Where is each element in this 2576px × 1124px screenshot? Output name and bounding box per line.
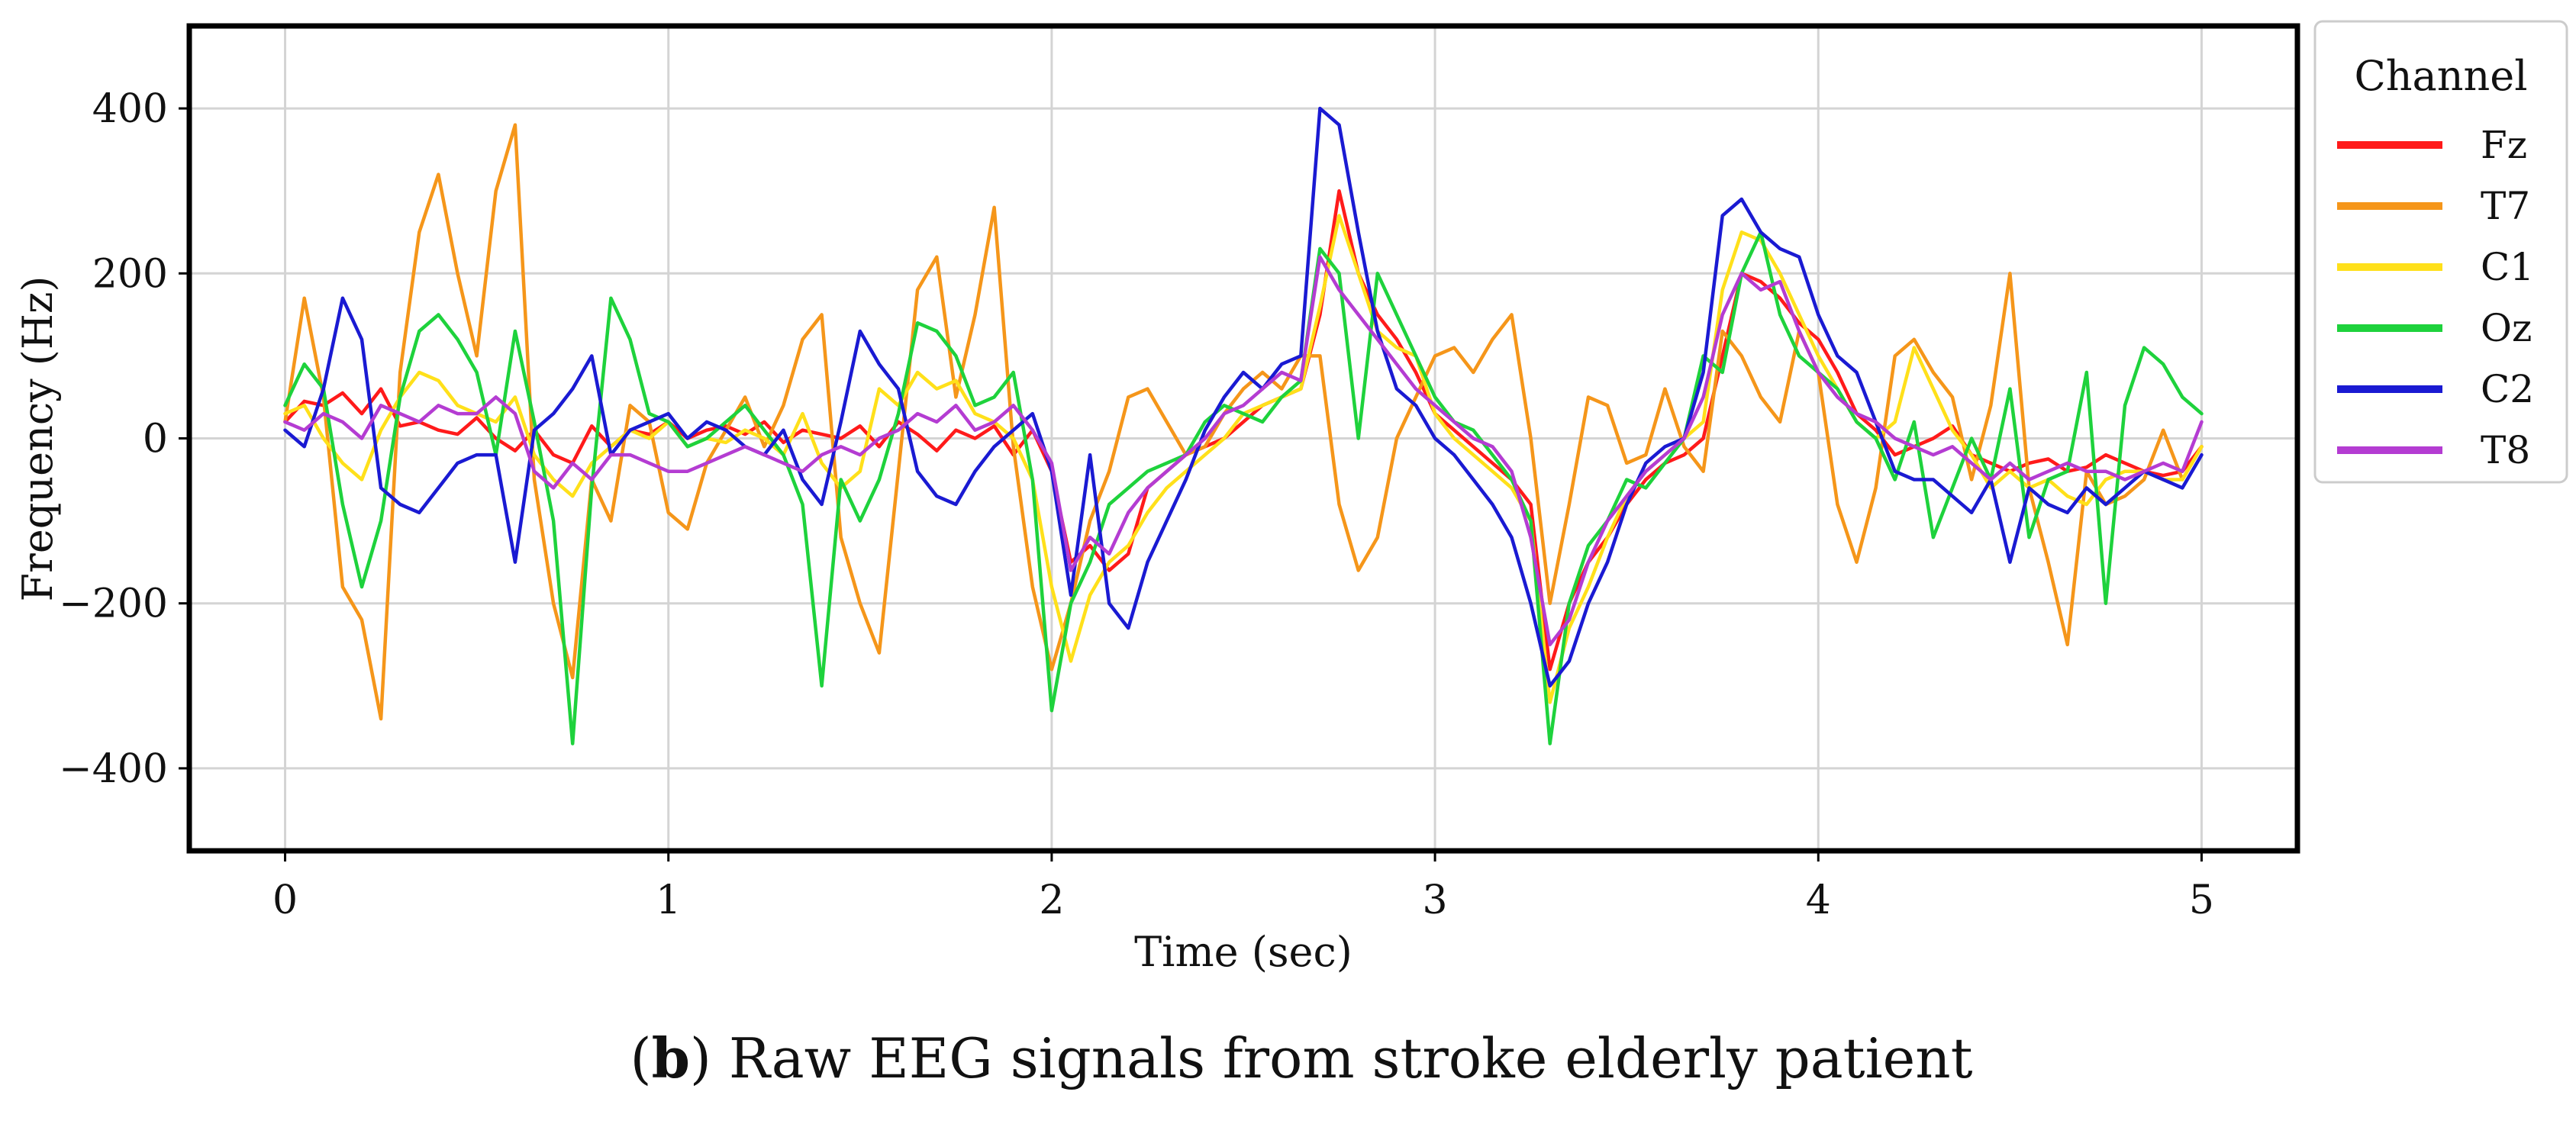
y-axis-title: Frequency (Hz): [14, 276, 62, 602]
x-tick-label: 5: [2189, 878, 2214, 923]
legend-label-t8: T8: [2481, 428, 2530, 472]
y-tick-label: 400: [92, 86, 168, 132]
series-line-t7: [283, 123, 2204, 721]
y-tick-label: 200: [92, 251, 168, 297]
y-axis-ticks: 400 200 0 −200 −400: [59, 86, 189, 792]
grid-lines: [189, 26, 2297, 851]
x-tick-label: 0: [272, 878, 298, 923]
series-line-t8: [283, 255, 2204, 647]
legend-label-c2: C2: [2481, 367, 2534, 411]
legend-title: Channel: [2354, 52, 2527, 100]
legend-items: Fz T7 C1 Oz C2 T8: [2337, 123, 2534, 472]
legend: Channel Fz T7 C1 Oz C2 T8: [2313, 20, 2568, 484]
legend-label-c1: C1: [2481, 245, 2534, 289]
y-tick-label: −200: [59, 581, 168, 627]
x-axis-title: Time (sec): [1134, 928, 1352, 976]
series-line-oz: [283, 230, 2204, 746]
legend-label-fz: Fz: [2481, 123, 2527, 167]
figure-caption: (b) Raw EEG signals from stroke elderly …: [630, 1026, 1972, 1090]
legend-box: [2313, 20, 2568, 484]
series-line-c1: [283, 214, 2204, 704]
series-line-c2: [283, 106, 2204, 688]
x-tick-label: 1: [656, 878, 681, 923]
x-tick-label: 4: [1806, 878, 1831, 923]
y-tick-label: −400: [59, 746, 168, 792]
x-axis-ticks: 0 1 2 3 4 5: [272, 851, 2214, 923]
legend-label-oz: Oz: [2481, 306, 2532, 350]
caption-text: ) Raw EEG signals from stroke elderly pa…: [690, 1026, 1973, 1090]
x-tick-label: 3: [1423, 878, 1448, 923]
series-lines: [283, 106, 2204, 746]
legend-label-t7: T7: [2481, 184, 2530, 228]
x-tick-label: 2: [1039, 878, 1064, 923]
caption-bold: b: [652, 1026, 690, 1090]
caption-prefix: (: [630, 1026, 651, 1090]
y-tick-label: 0: [143, 417, 168, 462]
